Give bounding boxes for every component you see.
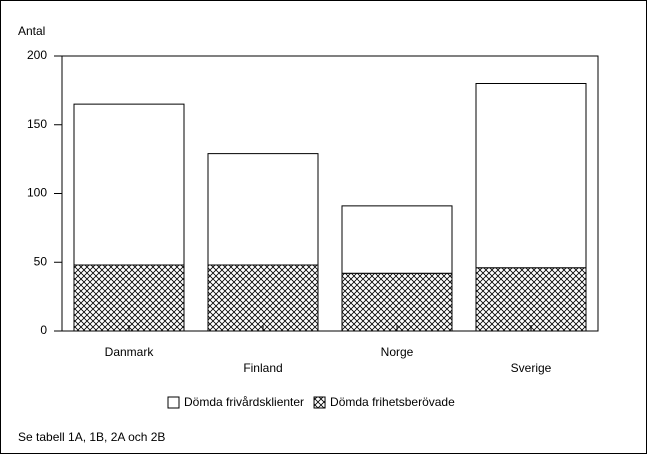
bar-segment bbox=[341, 272, 453, 332]
y-tick-label: 150 bbox=[27, 117, 47, 131]
bar-segment bbox=[73, 264, 185, 332]
y-tick-label: 50 bbox=[34, 254, 48, 268]
legend-label: Dömda frivårdsklienter bbox=[184, 395, 304, 409]
y-axis-label: Antal bbox=[18, 24, 45, 38]
legend-swatch bbox=[167, 396, 180, 409]
x-tick-label: Danmark bbox=[105, 345, 155, 359]
y-tick-label: 0 bbox=[40, 323, 47, 337]
note: Se tabell 1A, 1B, 2A och 2B bbox=[18, 430, 165, 444]
bar-segment bbox=[73, 103, 185, 266]
bar-segment bbox=[475, 83, 587, 269]
legend-label: Dömda frihetsberövade bbox=[330, 395, 455, 409]
x-tick-label: Finland bbox=[243, 361, 282, 375]
x-tick-label: Sverige bbox=[511, 361, 552, 375]
legend-swatch bbox=[313, 396, 326, 409]
bar-segment bbox=[475, 267, 587, 332]
y-tick-label: 200 bbox=[27, 48, 47, 62]
y-tick-label: 100 bbox=[27, 186, 47, 200]
x-tick-label: Norge bbox=[381, 345, 414, 359]
bar-segment bbox=[341, 205, 453, 274]
bar-segment bbox=[207, 264, 319, 332]
bar-segment bbox=[207, 153, 319, 266]
